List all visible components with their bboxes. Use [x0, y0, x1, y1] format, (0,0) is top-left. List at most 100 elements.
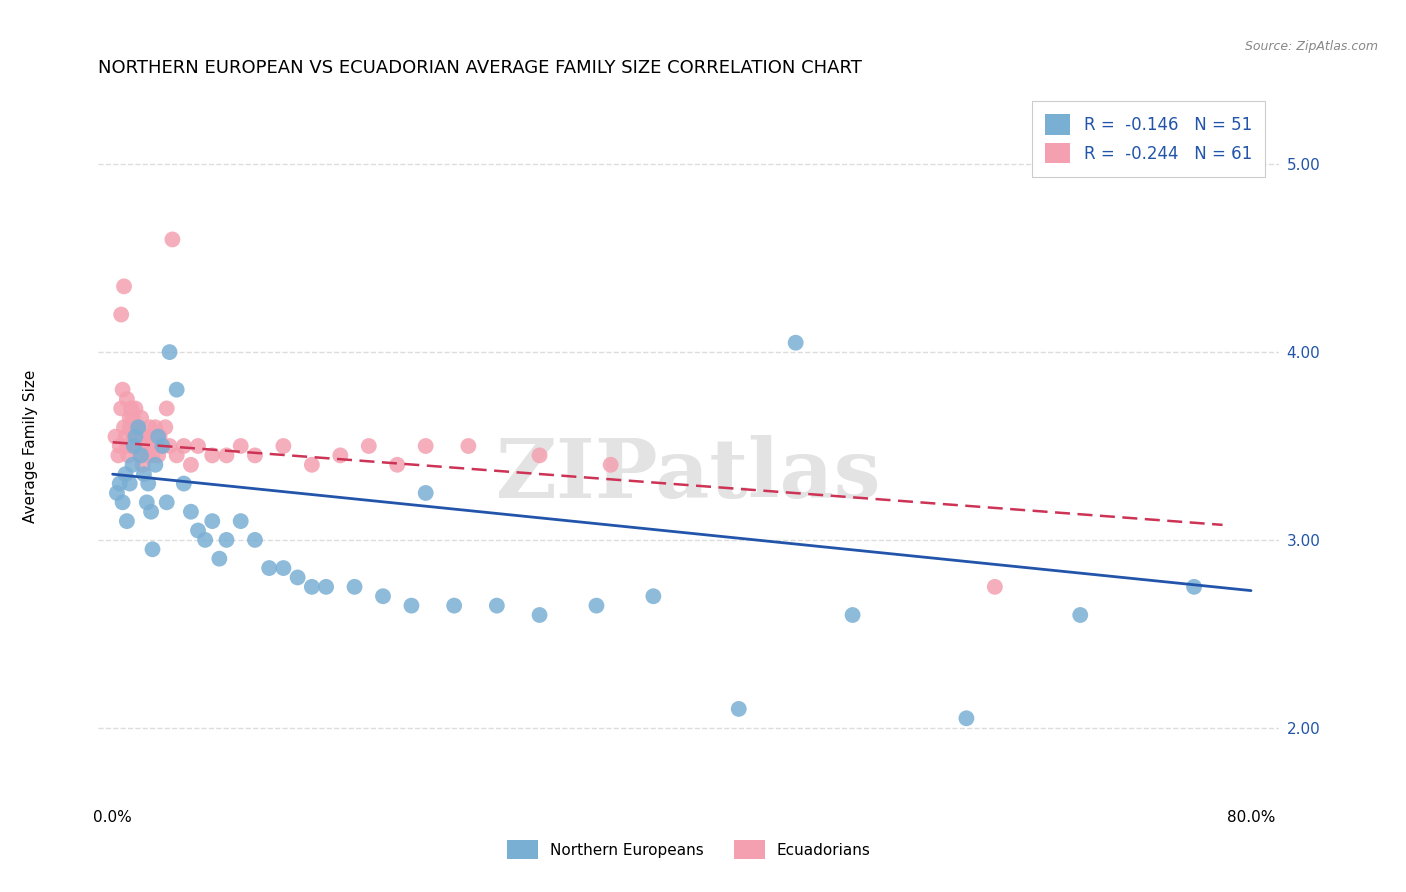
Point: [173, 476, 195, 491]
Point: [131, 458, 153, 472]
Point: [180, 458, 202, 472]
Point: [955, 711, 977, 725]
Point: [112, 279, 135, 293]
Text: Average Family Size: Average Family Size: [24, 369, 38, 523]
Point: [122, 439, 145, 453]
Point: [194, 533, 217, 547]
Point: [135, 439, 157, 453]
Point: [124, 429, 146, 443]
Point: [118, 476, 141, 491]
Point: [457, 439, 479, 453]
Point: [156, 495, 179, 509]
Point: [118, 420, 141, 434]
Point: [115, 439, 138, 453]
Point: [124, 439, 146, 453]
Point: [152, 439, 174, 453]
Point: [443, 599, 465, 613]
Point: [132, 429, 155, 443]
Point: [149, 429, 172, 443]
Text: NORTHERN EUROPEAN VS ECUADORIAN AVERAGE FAMILY SIZE CORRELATION CHART: NORTHERN EUROPEAN VS ECUADORIAN AVERAGE …: [98, 59, 862, 77]
Point: [243, 533, 266, 547]
Point: [104, 429, 127, 443]
Point: [136, 476, 159, 491]
Point: [139, 439, 162, 453]
Point: [315, 580, 337, 594]
Point: [727, 702, 749, 716]
Point: [273, 561, 295, 575]
Point: [173, 439, 195, 453]
Text: Source: ZipAtlas.com: Source: ZipAtlas.com: [1244, 40, 1378, 54]
Point: [127, 420, 149, 434]
Point: [152, 439, 174, 453]
Point: [107, 449, 129, 463]
Point: [127, 420, 149, 434]
Point: [201, 449, 224, 463]
Point: [201, 514, 224, 528]
Point: [111, 495, 134, 509]
Point: [122, 429, 145, 443]
Point: [135, 495, 157, 509]
Point: [115, 514, 138, 528]
Point: [485, 599, 508, 613]
Point: [110, 401, 132, 416]
Point: [415, 439, 437, 453]
Point: [156, 401, 179, 416]
Point: [841, 607, 863, 622]
Point: [105, 486, 128, 500]
Point: [257, 561, 280, 575]
Point: [118, 410, 141, 425]
Point: [124, 401, 146, 416]
Point: [129, 410, 152, 425]
Point: [166, 383, 188, 397]
Point: [115, 392, 138, 406]
Point: [125, 420, 148, 434]
Point: [132, 429, 155, 443]
Point: [143, 420, 166, 434]
Point: [208, 551, 231, 566]
Point: [108, 476, 131, 491]
Point: [127, 429, 149, 443]
Point: [643, 589, 665, 603]
Point: [984, 580, 1007, 594]
Point: [128, 449, 150, 463]
Point: [180, 505, 202, 519]
Point: [159, 345, 181, 359]
Point: [136, 449, 159, 463]
Point: [1182, 580, 1205, 594]
Point: [111, 383, 134, 397]
Point: [108, 439, 131, 453]
Point: [301, 458, 323, 472]
Point: [599, 458, 621, 472]
Point: [129, 449, 152, 463]
Point: [148, 449, 170, 463]
Point: [120, 401, 142, 416]
Point: [529, 449, 551, 463]
Point: [387, 458, 409, 472]
Point: [138, 420, 160, 434]
Point: [141, 449, 163, 463]
Point: [243, 449, 266, 463]
Point: [122, 429, 145, 443]
Point: [112, 420, 135, 434]
Point: [155, 420, 177, 434]
Point: [529, 607, 551, 622]
Point: [110, 308, 132, 322]
Point: [215, 449, 238, 463]
Point: [159, 439, 181, 453]
Point: [785, 335, 807, 350]
Point: [162, 232, 184, 246]
Point: [401, 599, 423, 613]
Point: [357, 439, 380, 453]
Text: ZIPatlas: ZIPatlas: [496, 434, 882, 515]
Point: [114, 429, 136, 443]
Point: [121, 410, 143, 425]
Point: [114, 467, 136, 482]
Point: [301, 580, 323, 594]
Point: [121, 439, 143, 453]
Point: [229, 514, 252, 528]
Point: [129, 439, 152, 453]
Point: [121, 458, 143, 472]
Legend: Northern Europeans, Ecuadorians: Northern Europeans, Ecuadorians: [499, 832, 879, 866]
Point: [415, 486, 437, 500]
Point: [287, 570, 309, 584]
